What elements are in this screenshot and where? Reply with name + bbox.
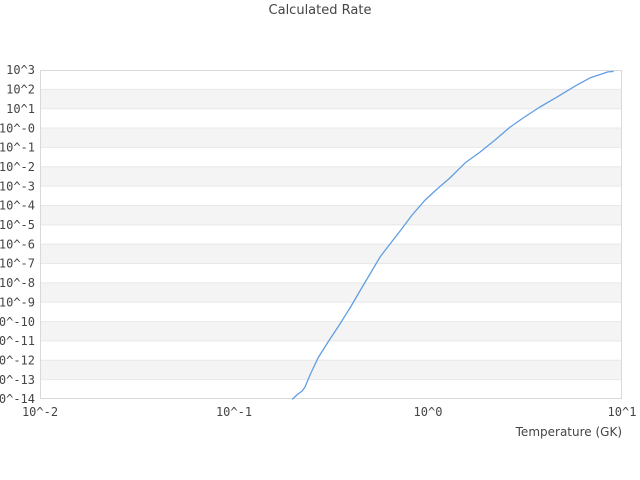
grid-band	[40, 205, 622, 225]
x-axis-tick-label: 10^0	[414, 405, 443, 419]
y-axis-tick-label: 10^-12	[0, 354, 35, 368]
y-axis-tick-label: 10^-1	[0, 141, 35, 155]
grid-band	[40, 147, 622, 167]
grid-band	[40, 302, 622, 322]
y-axis-tick-label: 10^-10	[0, 315, 35, 329]
grid-band	[40, 282, 622, 303]
plot-border	[40, 70, 622, 399]
chart-title: Calculated Rate	[268, 3, 372, 18]
y-axis-tick-label: 10^2	[6, 83, 35, 97]
x-axis-title: Temperature (GK)	[515, 425, 622, 439]
y-axis-tick-label: 10^-3	[0, 179, 35, 193]
y-axis-tick-label: 10^-8	[0, 276, 35, 290]
grid-band	[40, 186, 622, 206]
y-axis-tick-label: 10^-13	[0, 373, 35, 387]
grid-band	[40, 89, 622, 109]
x-axis-tick-label: 10^-1	[216, 405, 252, 419]
x-axis-tick-label: 10^1	[608, 405, 637, 419]
grid-band	[40, 244, 622, 264]
grid-band	[40, 128, 622, 148]
y-axis-tick-label: 10^-2	[0, 160, 35, 174]
grid-band	[40, 321, 622, 341]
y-axis-tick-label: 10^-11	[0, 334, 35, 348]
grid-band	[40, 70, 622, 90]
grid-band	[40, 263, 622, 283]
y-axis-tick-label: 10^-5	[0, 218, 35, 232]
y-axis-tick-label: 10^-7	[0, 257, 35, 271]
y-axis-tick-label: 10^-6	[0, 237, 35, 251]
y-axis-tick-label: 10^-0	[0, 121, 35, 135]
x-axis-tick-label: 10^-2	[22, 405, 58, 419]
grid-band	[40, 360, 622, 380]
y-axis-tick-label: 10^-14	[0, 392, 35, 406]
grid-band	[40, 379, 622, 399]
grid-band	[40, 166, 622, 187]
grid-band	[40, 340, 622, 361]
grid-band	[40, 108, 622, 129]
grid-band	[40, 224, 622, 245]
y-axis-tick-label: 10^-9	[0, 295, 35, 309]
rate-curve	[291, 70, 614, 400]
y-axis-tick-label: 10^1	[6, 102, 35, 116]
y-axis-tick-label: 10^-4	[0, 199, 35, 213]
y-axis-tick-label: 10^3	[6, 63, 35, 77]
